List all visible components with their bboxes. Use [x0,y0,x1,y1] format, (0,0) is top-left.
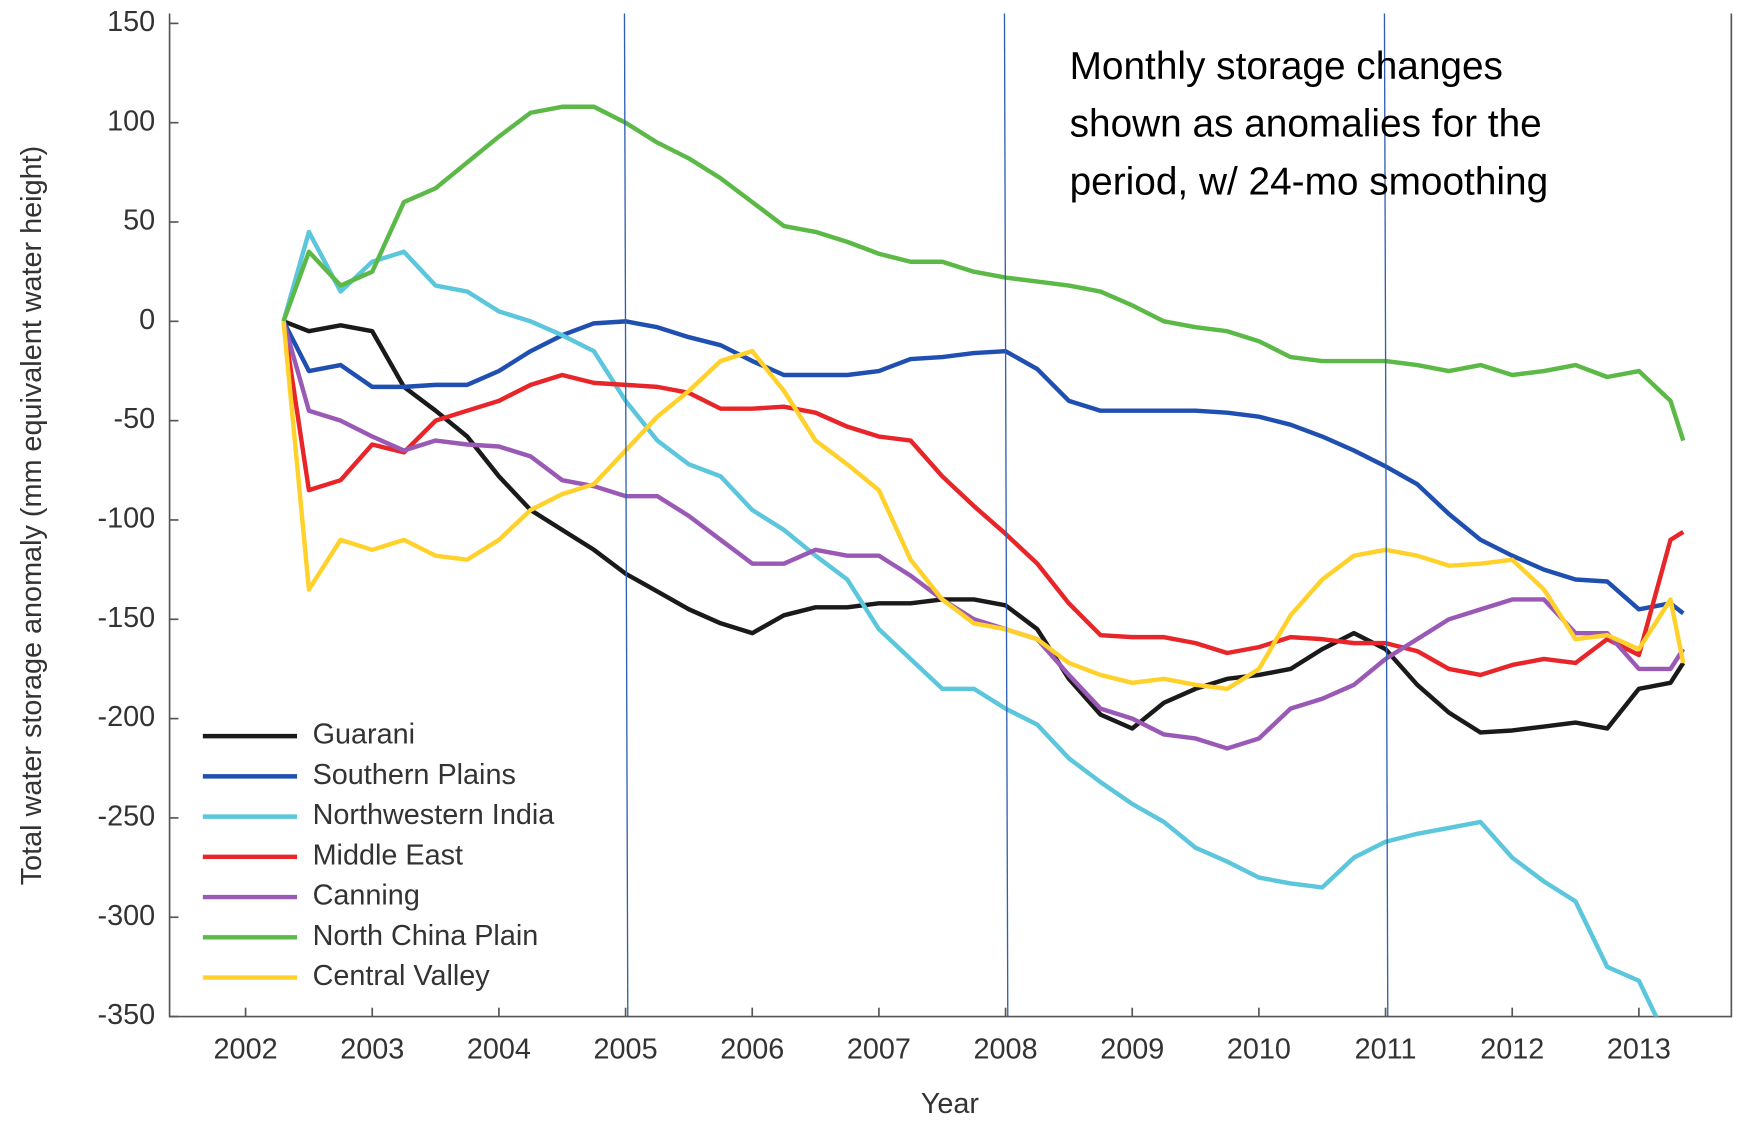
x-axis-title: Year [921,1088,980,1120]
x-tick-label: 2002 [214,1034,278,1066]
legend-label: Central Valley [313,960,491,992]
series-line [281,229,1659,1017]
annotation: period, w/ 24-mo smoothing [1070,160,1549,203]
y-tick-label: -200 [98,701,156,733]
annotation: shown as anomalies for the [1070,103,1542,146]
y-tick-label: -100 [98,503,156,535]
series-line [282,319,1686,735]
x-tick-label: 2003 [340,1034,404,1066]
y-axis-title: Total water storage anomaly (mm equivale… [16,146,48,885]
x-tick-label: 2005 [594,1034,658,1066]
y-tick-label: -350 [98,999,156,1031]
annotation: Monthly storage changes [1070,45,1503,88]
legend-label: Northwestern India [313,799,556,831]
x-tick-label: 2004 [467,1034,531,1066]
y-tick-label: 50 [123,205,155,237]
reference-line [623,13,629,1017]
x-tick-label: 2008 [974,1034,1038,1066]
plot-area [281,104,1686,1017]
y-tick-label: -250 [98,801,156,833]
x-tick-label: 2009 [1100,1034,1164,1066]
y-tick-label: 100 [107,105,155,137]
x-tick-label: 2007 [847,1034,911,1066]
axis-frame [168,13,1733,1018]
x-tick-label: 2010 [1227,1034,1291,1066]
series-line [281,321,1686,692]
x-tick-label: 2006 [720,1034,784,1066]
x-tick-label: 2011 [1355,1034,1417,1066]
y-tick-label: -50 [114,403,156,435]
legend-label: Canning [313,880,420,912]
x-tick-label: 2012 [1480,1034,1544,1066]
x-tick-label: 2013 [1607,1034,1671,1066]
legend-label: Guarani [313,719,415,751]
y-tick-label: -300 [98,900,156,932]
reference-line [1003,13,1009,1017]
series-line [281,104,1686,442]
series-line [281,319,1685,616]
series-line [281,321,1685,678]
legend-label: Middle East [313,839,463,871]
y-tick-label: -150 [98,602,156,634]
legend-label: Southern Plains [313,759,516,791]
legend-label: North China Plain [313,920,539,952]
y-tick-label: 150 [107,6,155,38]
reference-line [1383,13,1389,1017]
y-tick-label: 0 [139,304,155,336]
